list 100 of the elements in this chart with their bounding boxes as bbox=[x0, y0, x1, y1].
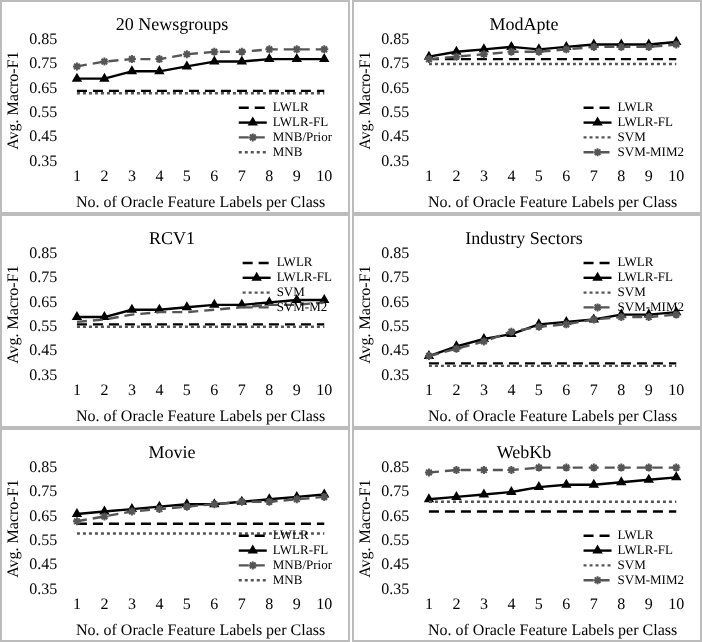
x-tick-label: 9 bbox=[644, 381, 653, 400]
x-tick-label: 5 bbox=[182, 167, 191, 186]
x-tick-label: 4 bbox=[507, 381, 516, 400]
x-tick-label: 4 bbox=[155, 381, 164, 400]
y-tick-label: 0.35 bbox=[381, 365, 410, 384]
x-tick-label: 8 bbox=[265, 381, 274, 400]
chart-title: ModApte bbox=[489, 13, 559, 34]
x-tick-label: 3 bbox=[127, 167, 136, 186]
x-tick-label: 5 bbox=[534, 381, 543, 400]
x-tick-label: 10 bbox=[316, 595, 333, 614]
y-tick-label: 0.75 bbox=[29, 268, 58, 287]
y-axis-title: Avg. Macro-F1 bbox=[355, 265, 374, 364]
x-tick-label: 10 bbox=[316, 167, 333, 186]
y-tick-label: 0.75 bbox=[29, 482, 58, 501]
x-tick-label: 1 bbox=[72, 381, 81, 400]
y-tick-label: 0.85 bbox=[29, 457, 58, 476]
x-tick-label: 3 bbox=[479, 595, 488, 614]
chart-title: Industry Sectors bbox=[465, 227, 584, 248]
x-tick-label: 5 bbox=[182, 381, 191, 400]
x-tick-label: 2 bbox=[100, 595, 109, 614]
y-tick-label: 0.85 bbox=[381, 457, 410, 476]
x-tick-label: 4 bbox=[155, 167, 164, 186]
x-tick-label: 9 bbox=[644, 595, 653, 614]
y-tick-label: 0.65 bbox=[29, 292, 58, 311]
y-axis-title: Avg. Macro-F1 bbox=[355, 479, 374, 578]
y-tick-label: 0.45 bbox=[29, 341, 58, 360]
y-tick-label: 0.45 bbox=[29, 127, 58, 146]
x-tick-label: 4 bbox=[507, 595, 516, 614]
y-tick-label: 0.65 bbox=[29, 78, 58, 97]
x-tick-label: 1 bbox=[72, 167, 81, 186]
x-tick-label: 7 bbox=[589, 167, 598, 186]
chart-title: Movie bbox=[148, 441, 196, 462]
y-tick-label: 0.55 bbox=[29, 530, 58, 549]
x-axis-title: No. of Oracle Feature Labels per Class bbox=[427, 620, 678, 639]
x-axis-title: No. of Oracle Feature Labels per Class bbox=[427, 192, 678, 211]
x-tick-label: 2 bbox=[452, 167, 461, 186]
y-tick-label: 0.65 bbox=[381, 506, 410, 525]
y-axis-title: Avg. Macro-F1 bbox=[355, 51, 374, 150]
y-tick-label: 0.45 bbox=[29, 555, 58, 574]
y-tick-label: 0.45 bbox=[381, 341, 410, 360]
y-tick-label: 0.75 bbox=[381, 54, 410, 73]
y-tick-label: 0.35 bbox=[29, 151, 58, 170]
y-tick-label: 0.45 bbox=[381, 127, 410, 146]
x-tick-label: 4 bbox=[155, 595, 164, 614]
y-tick-label: 0.35 bbox=[381, 151, 410, 170]
x-tick-label: 1 bbox=[424, 595, 433, 614]
x-tick-label: 1 bbox=[424, 167, 433, 186]
y-tick-label: 0.85 bbox=[381, 29, 410, 48]
x-tick-label: 7 bbox=[589, 381, 598, 400]
x-tick-label: 7 bbox=[237, 167, 246, 186]
x-tick-label: 2 bbox=[452, 381, 461, 400]
y-tick-label: 0.65 bbox=[381, 292, 410, 311]
x-tick-label: 6 bbox=[210, 167, 219, 186]
x-tick-label: 2 bbox=[452, 595, 461, 614]
x-tick-label: 6 bbox=[562, 381, 571, 400]
y-tick-label: 0.55 bbox=[381, 316, 410, 335]
y-tick-label: 0.75 bbox=[381, 268, 410, 287]
x-tick-label: 3 bbox=[479, 167, 488, 186]
x-axis-title: No. of Oracle Feature Labels per Class bbox=[75, 192, 326, 211]
x-tick-label: 9 bbox=[644, 167, 653, 186]
x-tick-label: 5 bbox=[534, 167, 543, 186]
y-tick-label: 0.85 bbox=[381, 243, 410, 262]
y-axis-title: Avg. Macro-F1 bbox=[3, 51, 22, 150]
x-tick-label: 5 bbox=[534, 595, 543, 614]
x-tick-label: 8 bbox=[617, 381, 626, 400]
y-tick-label: 0.55 bbox=[29, 102, 58, 121]
x-tick-label: 9 bbox=[292, 167, 301, 186]
x-tick-label: 2 bbox=[100, 167, 109, 186]
x-tick-label: 8 bbox=[265, 595, 274, 614]
y-axis-title: Avg. Macro-F1 bbox=[3, 479, 22, 578]
x-tick-label: 10 bbox=[668, 167, 685, 186]
x-tick-label: 5 bbox=[182, 595, 191, 614]
x-tick-label: 7 bbox=[237, 381, 246, 400]
x-tick-label: 9 bbox=[292, 381, 301, 400]
x-tick-label: 1 bbox=[424, 381, 433, 400]
x-axis-title: No. of Oracle Feature Labels per Class bbox=[75, 406, 326, 425]
x-tick-label: 6 bbox=[210, 595, 219, 614]
x-tick-label: 2 bbox=[100, 381, 109, 400]
x-axis-title: No. of Oracle Feature Labels per Class bbox=[75, 620, 326, 639]
x-axis-title: No. of Oracle Feature Labels per Class bbox=[427, 406, 678, 425]
x-tick-label: 7 bbox=[589, 595, 598, 614]
x-tick-label: 10 bbox=[668, 381, 685, 400]
x-tick-label: 3 bbox=[127, 381, 136, 400]
x-tick-label: 6 bbox=[210, 381, 219, 400]
x-tick-label: 4 bbox=[507, 167, 516, 186]
x-tick-label: 10 bbox=[316, 381, 333, 400]
chart-title: 20 Newsgroups bbox=[115, 13, 230, 34]
y-tick-label: 0.85 bbox=[29, 243, 58, 262]
y-tick-label: 0.35 bbox=[29, 365, 58, 384]
x-tick-label: 10 bbox=[668, 595, 685, 614]
x-tick-label: 1 bbox=[72, 595, 81, 614]
x-tick-label: 8 bbox=[265, 167, 274, 186]
y-tick-label: 0.35 bbox=[29, 579, 58, 598]
x-tick-label: 3 bbox=[127, 595, 136, 614]
y-tick-label: 0.65 bbox=[29, 506, 58, 525]
y-axis-title: Avg. Macro-F1 bbox=[3, 265, 22, 364]
x-tick-label: 9 bbox=[292, 595, 301, 614]
x-tick-label: 3 bbox=[479, 381, 488, 400]
x-tick-label: 8 bbox=[617, 167, 626, 186]
y-tick-label: 0.45 bbox=[381, 555, 410, 574]
